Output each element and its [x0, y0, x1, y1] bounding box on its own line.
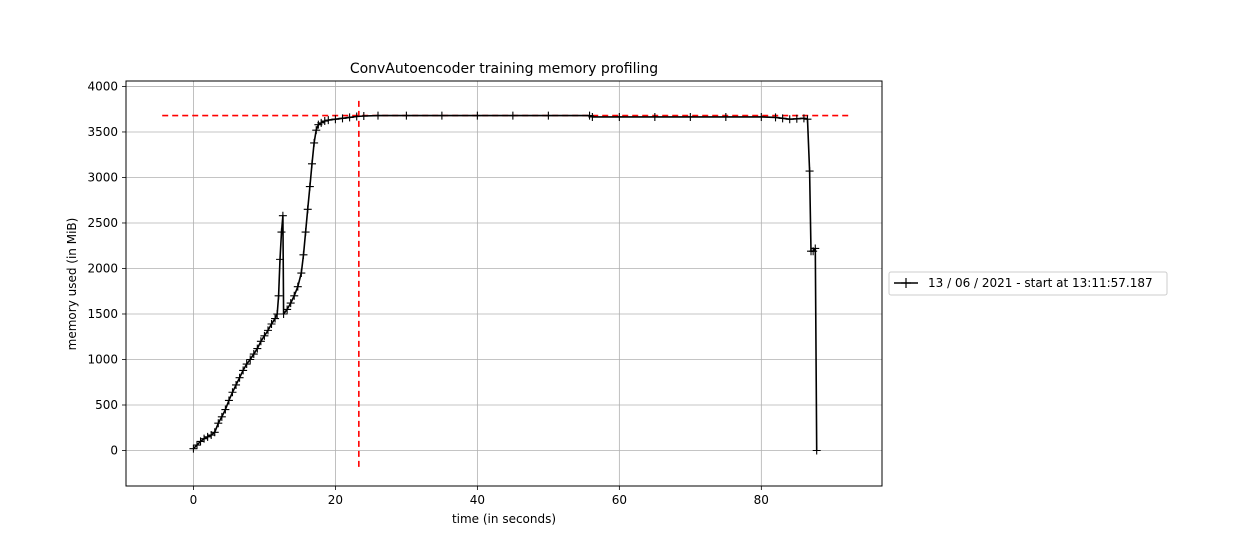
data-point-marker: [299, 250, 308, 259]
data-point-marker: [256, 337, 265, 346]
data-point-marker: [203, 432, 212, 441]
data-point-marker: [785, 115, 794, 124]
y-axis-label: memory used (in MiB): [65, 218, 79, 351]
y-tick-label: 2500: [87, 216, 118, 230]
data-point-marker: [200, 434, 209, 443]
data-point-marker: [271, 314, 280, 323]
legend-frame: [888, 271, 1168, 296]
data-point-marker: [352, 112, 361, 121]
data-point-marker: [246, 355, 255, 364]
data-point-marker: [345, 113, 354, 122]
data-point-marker: [812, 446, 821, 455]
data-point-marker: [320, 117, 329, 126]
x-axis-label: time (in seconds): [452, 512, 556, 526]
data-point-marker: [473, 111, 482, 120]
data-point-marker: [792, 114, 801, 123]
x-tick-label: 20: [328, 493, 343, 507]
data-point-marker: [310, 138, 319, 147]
data-point-marker: [235, 373, 244, 382]
x-tick-label: 0: [190, 493, 198, 507]
data-point-marker: [217, 412, 226, 421]
data-point-marker: [757, 112, 766, 121]
data-point-marker: [317, 118, 326, 127]
data-point-marker: [312, 126, 321, 135]
data-point-marker: [324, 116, 333, 125]
data-point-marker: [276, 255, 285, 264]
data-point-marker: [221, 405, 230, 414]
data-point-marker: [650, 112, 659, 121]
data-point-marker: [402, 111, 411, 120]
data-point-marker: [290, 291, 299, 300]
data-point-marker: [508, 111, 517, 120]
data-point-marker: [232, 380, 241, 389]
chart-title: ConvAutoencoder training memory profilin…: [350, 61, 658, 77]
data-point-marker: [260, 331, 269, 340]
data-point-marker: [214, 419, 223, 428]
data-point-marker: [279, 309, 288, 318]
data-point-marker: [224, 396, 233, 405]
y-tick-label: 3500: [87, 125, 118, 139]
axis-ticks: 0 20 40 60 80 0 500 1000 1500 2000 2500 3000 3500 400…: [87, 79, 769, 507]
data-point-marker: [210, 428, 219, 437]
data-point-marker: [249, 350, 258, 359]
legend: 13 / 06 / 2021 - start at 13:11:57.187: [888, 271, 1168, 296]
data-point-marker: [721, 112, 730, 121]
y-tick-label: 3000: [87, 170, 118, 184]
data-point-marker: [303, 205, 312, 214]
data-point-marker: [253, 344, 262, 353]
data-series: [189, 111, 821, 455]
data-point-marker: [283, 305, 292, 314]
data-point-marker: [811, 244, 820, 253]
data-point-marker: [544, 111, 553, 120]
data-point-marker: [267, 320, 276, 328]
data-point-marker: [228, 388, 237, 397]
data-point-marker: [686, 112, 695, 121]
data-point-marker: [803, 115, 812, 124]
data-point-marker: [331, 115, 340, 124]
data-point-marker: [192, 441, 201, 450]
data-point-marker: [263, 326, 272, 335]
data-point-marker: [305, 182, 314, 191]
data-point-marker: [588, 112, 597, 121]
y-tick-label: 1000: [87, 352, 118, 366]
y-tick-label: 1500: [87, 307, 118, 321]
legend-entry-label: 13 / 06 / 2021 - start at 13:11:57.187: [928, 276, 1153, 290]
data-point-marker: [437, 111, 446, 120]
y-tick-label: 0: [110, 444, 118, 458]
data-point-marker: [359, 112, 368, 121]
plot-area-frame: [125, 80, 883, 487]
data-point-marker: [374, 111, 382, 120]
y-tick-label: 2000: [87, 261, 118, 275]
x-tick-label: 80: [754, 493, 769, 507]
data-point-marker: [297, 269, 306, 278]
legend-marker-plus: [901, 278, 911, 288]
x-tick-label: 60: [612, 493, 627, 507]
data-point-marker: [277, 228, 286, 237]
data-point-marker: [278, 211, 287, 220]
y-tick-label: 4000: [87, 79, 118, 93]
data-point-marker: [189, 444, 198, 453]
data-point-marker: [239, 366, 248, 375]
data-point-marker: [615, 112, 624, 121]
data-point-marker: [242, 360, 251, 369]
data-point-marker: [274, 291, 283, 300]
data-point-marker: [805, 167, 814, 176]
data-point-marker: [771, 113, 780, 122]
data-point-marker: [293, 282, 302, 291]
data-point-marker: [301, 228, 310, 237]
data-point-marker: [307, 159, 316, 168]
data-point-marker: [799, 114, 808, 123]
data-point-marker: [338, 114, 347, 123]
data-point-marker: [778, 114, 787, 123]
x-tick-label: 40: [470, 493, 485, 507]
y-tick-label: 500: [95, 398, 118, 412]
data-point-marker: [286, 299, 295, 308]
